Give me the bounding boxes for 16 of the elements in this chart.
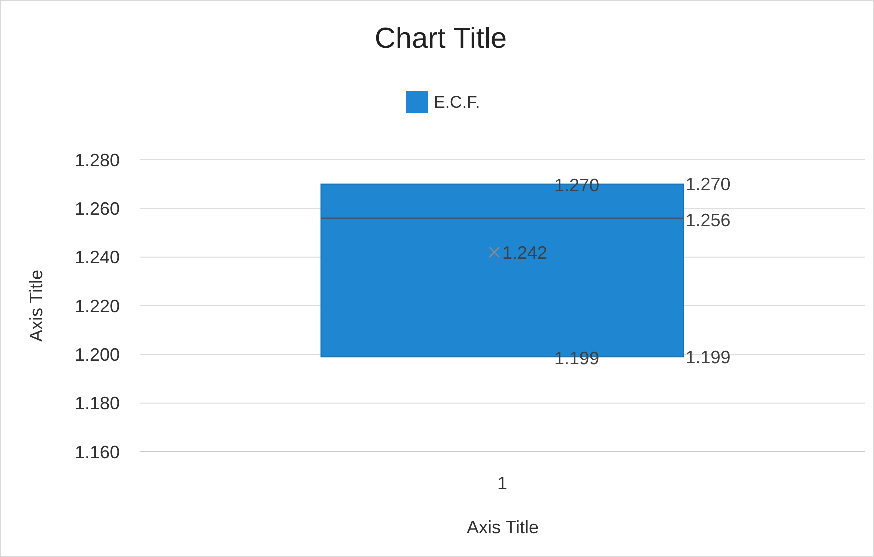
- x-tick-label: 1: [497, 473, 508, 494]
- y-tick-label: 1.240: [74, 248, 120, 268]
- y-tick-label: 1.220: [74, 296, 120, 316]
- chart-title: Chart Title: [374, 23, 508, 55]
- y-tick-label: 1.180: [74, 394, 120, 414]
- y-tick-label: 1.260: [74, 198, 120, 219]
- y-tick-label: 1.160: [74, 442, 120, 462]
- annotation: 1.199: [686, 347, 731, 368]
- legend-label: E.C.F.: [434, 92, 480, 112]
- y-axis-title: Axis Title: [26, 270, 46, 342]
- annotation: 1.242: [502, 242, 548, 263]
- annotation: 1.270: [686, 174, 731, 195]
- x-axis-title: Axis Title: [466, 517, 540, 538]
- y-tick-label: 1.280: [74, 150, 120, 170]
- annotation: 1.256: [686, 210, 731, 231]
- y-tick-label: 1.200: [74, 344, 120, 365]
